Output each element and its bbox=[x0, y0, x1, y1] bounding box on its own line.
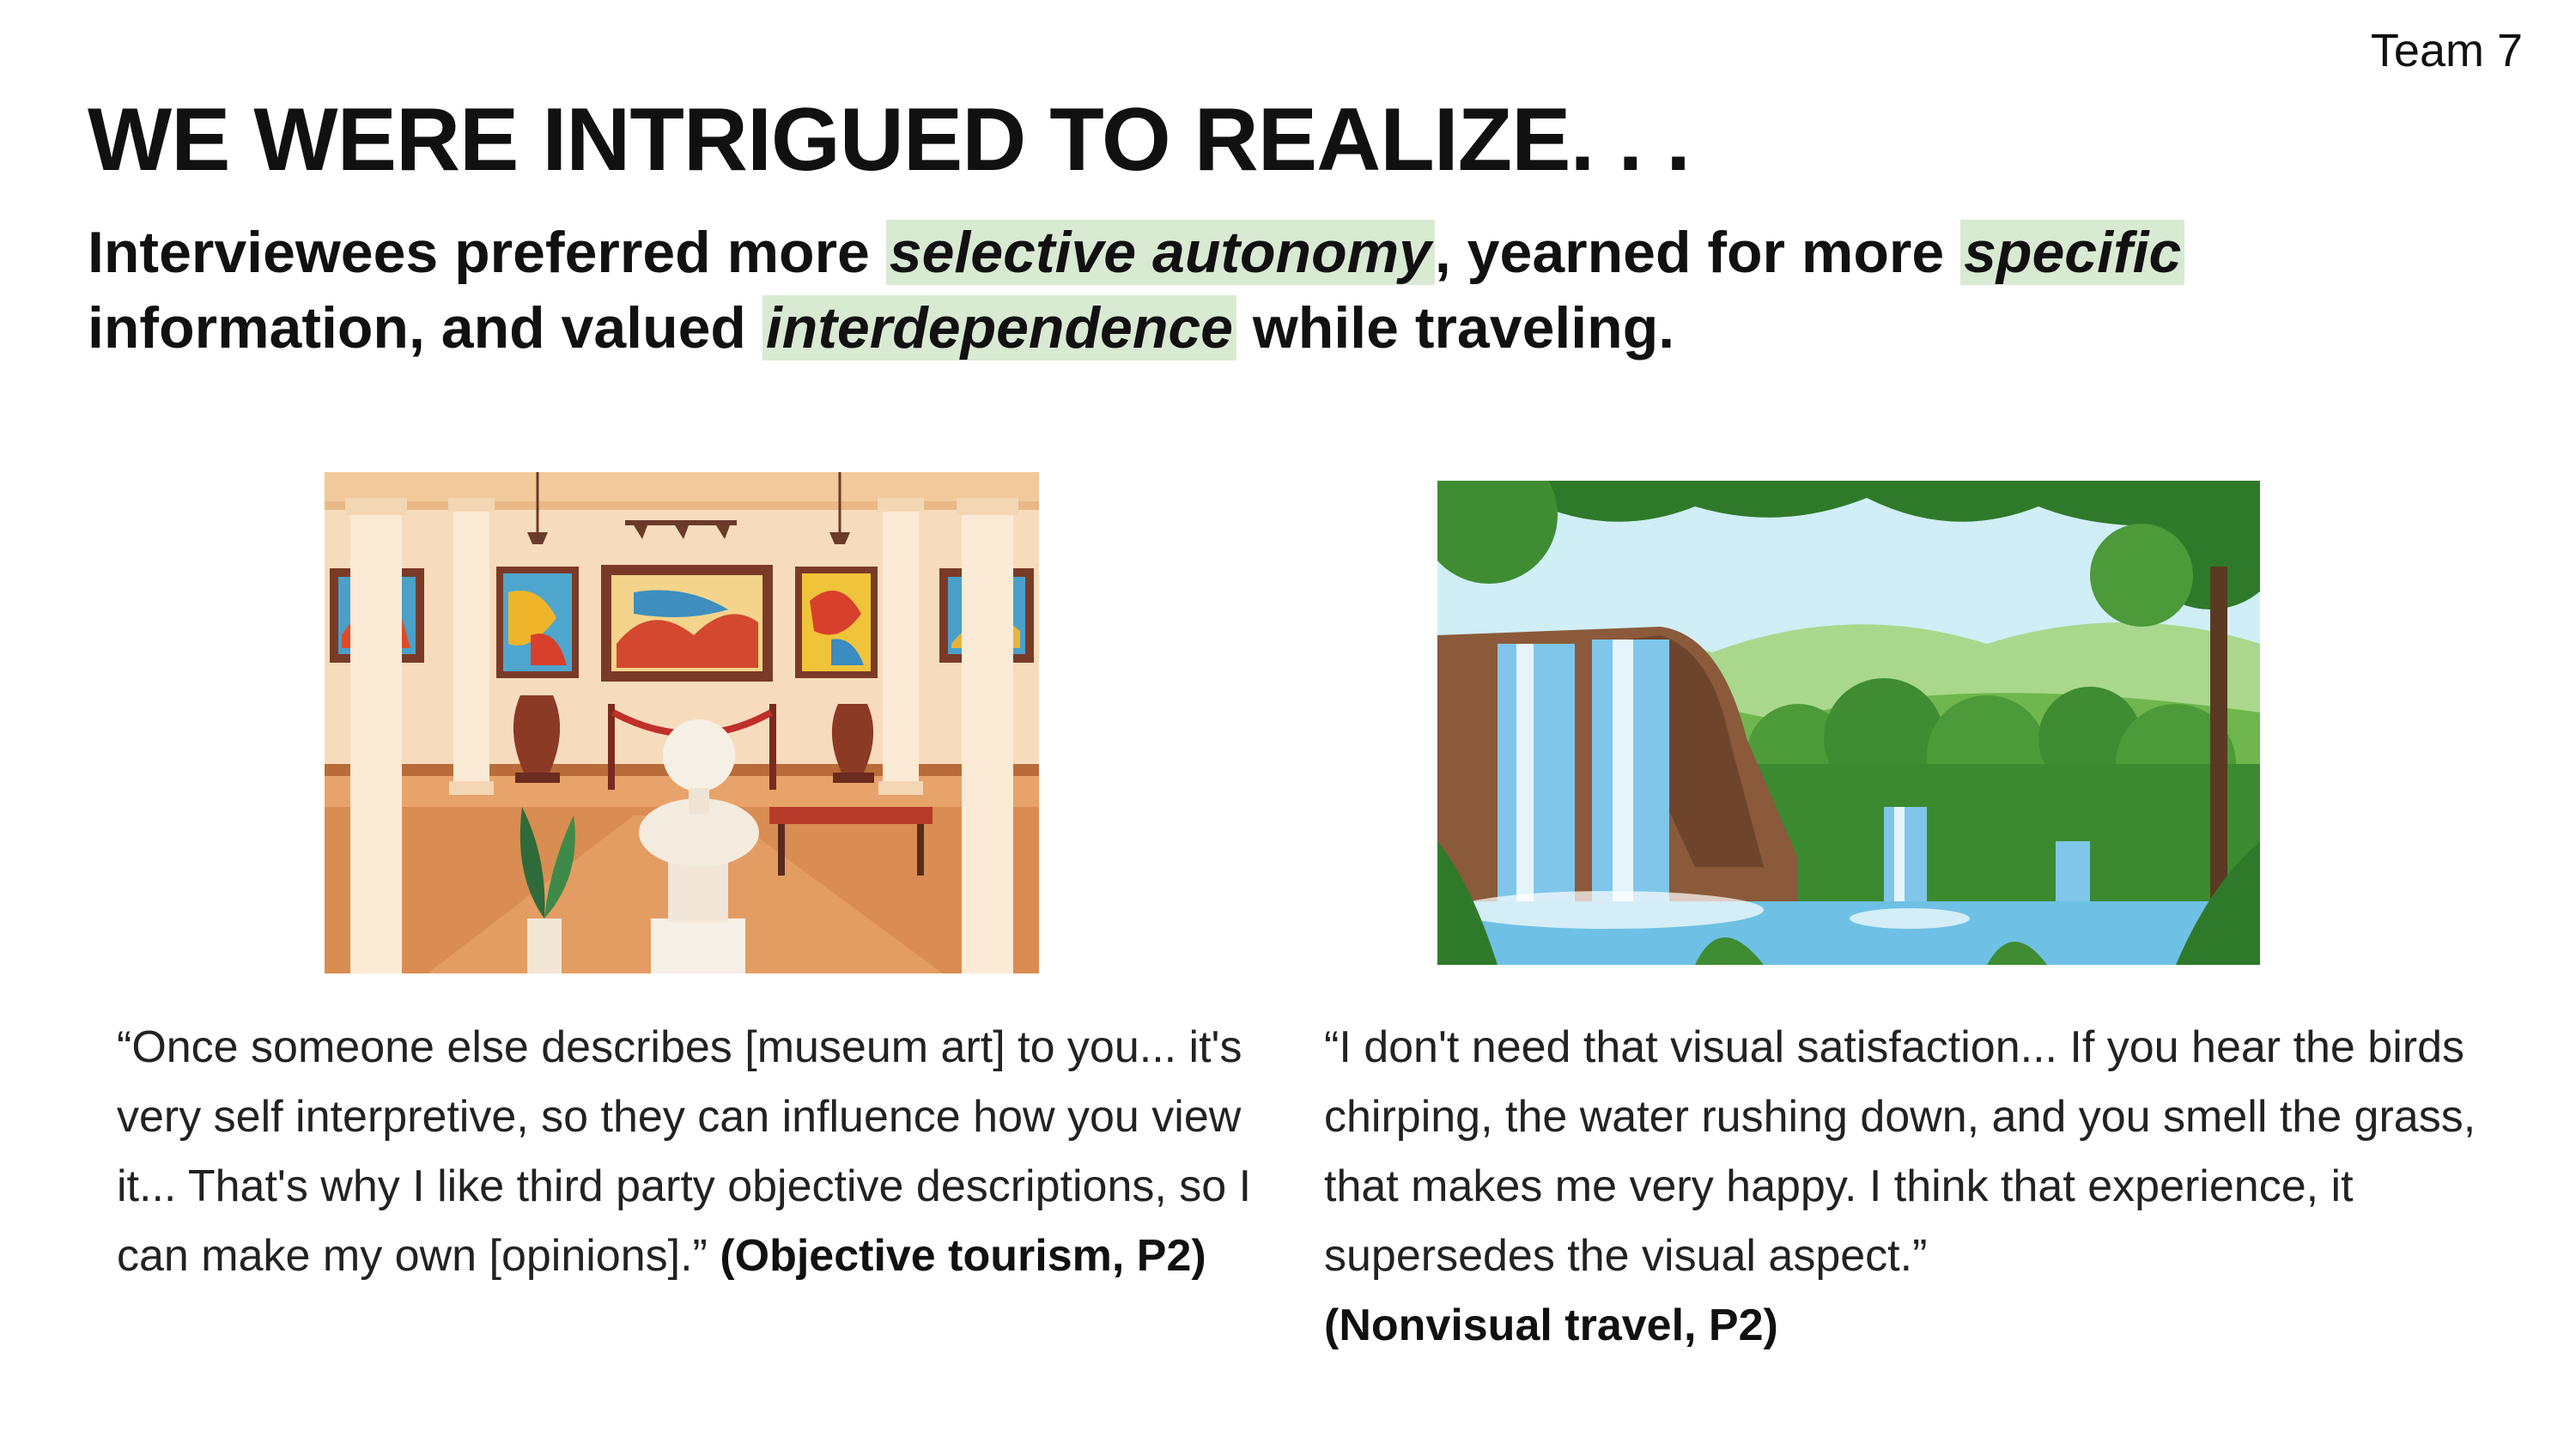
quote-attribution: (Objective tourism, P2) bbox=[720, 1231, 1206, 1281]
team-label: Team 7 bbox=[2370, 25, 2523, 76]
highlight-selective-autonomy: selective autonomy bbox=[885, 220, 1435, 285]
slide-subtitle: Interviewees preferred more selective au… bbox=[88, 215, 2234, 366]
quote-objective-tourism: “Once someone else describes [museum art… bbox=[117, 1013, 1259, 1291]
quote-text: “Once someone else describes [museum art… bbox=[117, 1022, 1252, 1281]
quote-attribution: (Nonvisual travel, P2) bbox=[1324, 1300, 1778, 1350]
slide-title: WE WERE INTRIGUED TO REALIZE. . . bbox=[88, 90, 1691, 190]
subtitle-text-1: Interviewees preferred more bbox=[88, 220, 886, 285]
highlight-specific: specific bbox=[1960, 220, 2185, 285]
quote-nonvisual-travel: “I don't need that visual satisfaction..… bbox=[1324, 1013, 2509, 1361]
waterfall-illustration bbox=[1437, 481, 2260, 965]
museum-illustration bbox=[325, 472, 1039, 973]
highlight-interdependence: interdependence bbox=[762, 295, 1236, 361]
subtitle-text-3: information, and valued bbox=[88, 295, 762, 361]
subtitle-text-4: while traveling. bbox=[1236, 295, 1675, 361]
subtitle-text-2: , yearned for more bbox=[1434, 220, 1961, 285]
quote-text: “I don't need that visual satisfaction..… bbox=[1324, 1022, 2476, 1281]
